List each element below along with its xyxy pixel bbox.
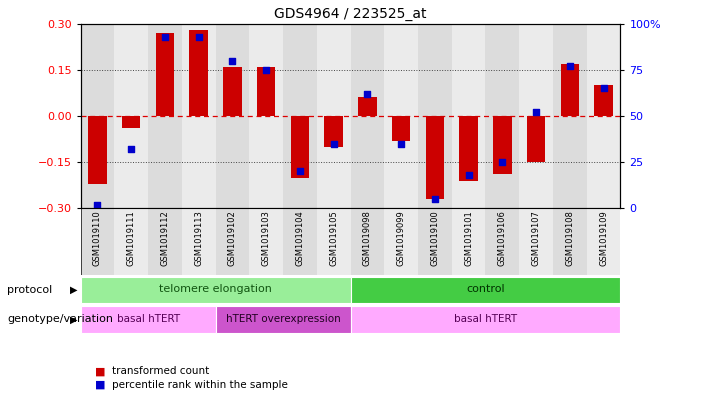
Text: ▶: ▶ [69,314,77,324]
Bar [223,67,242,116]
Text: GSM1019104: GSM1019104 [295,210,304,266]
Bar [257,67,275,116]
Bar [317,208,350,275]
Bar [81,24,114,208]
Text: protocol: protocol [7,285,53,295]
Text: GSM1019112: GSM1019112 [161,210,170,266]
Point [463,172,474,178]
Bar [459,116,478,181]
Bar [216,306,350,332]
Bar [216,24,250,208]
Point [159,33,170,40]
Bar [88,116,107,184]
Point [429,196,440,202]
Bar [587,24,620,208]
Bar [384,24,418,208]
Text: telomere elongation: telomere elongation [159,284,272,294]
Point [395,141,407,147]
Bar [587,208,620,275]
Text: GSM1019106: GSM1019106 [498,210,507,266]
Text: GSM1019109: GSM1019109 [599,210,608,266]
Bar [114,24,148,208]
Text: ■: ■ [95,366,105,376]
Bar [384,208,418,275]
Bar [493,116,512,174]
Bar [81,208,114,275]
Bar [519,24,553,208]
Text: ▶: ▶ [69,285,77,295]
Bar [350,277,620,303]
Bar [291,116,309,178]
Text: genotype/variation: genotype/variation [7,314,113,324]
Bar [519,208,553,275]
Point [362,91,373,97]
Bar [216,208,250,275]
Point [531,109,542,116]
Text: GSM1019102: GSM1019102 [228,210,237,266]
Text: GSM1019098: GSM1019098 [363,210,372,266]
Point [294,168,306,174]
Bar [81,306,216,332]
Point [261,67,272,73]
Bar [392,116,410,141]
Bar [250,24,283,208]
Bar [250,208,283,275]
Bar [189,30,208,116]
Bar [553,24,587,208]
Point [497,159,508,165]
Text: transformed count: transformed count [112,366,210,376]
Bar [561,64,579,116]
Title: GDS4964 / 223525_at: GDS4964 / 223525_at [274,7,427,21]
Text: GSM1019110: GSM1019110 [93,210,102,266]
Bar [283,24,317,208]
Bar [350,208,384,275]
Bar [594,85,613,116]
Text: hTERT overexpression: hTERT overexpression [226,314,341,324]
Bar [358,97,376,116]
Bar [182,24,216,208]
Bar [418,24,451,208]
Bar [283,208,317,275]
Text: GSM1019103: GSM1019103 [261,210,271,266]
Bar [418,208,451,275]
Text: GSM1019099: GSM1019099 [397,210,406,266]
Bar [451,208,485,275]
Text: basal hTERT: basal hTERT [116,314,179,324]
Point [193,33,204,40]
Text: GSM1019113: GSM1019113 [194,210,203,266]
Text: ■: ■ [95,380,105,390]
Bar [451,24,485,208]
Point [227,57,238,64]
Point [125,146,137,152]
Text: GSM1019108: GSM1019108 [565,210,574,266]
Bar [182,208,216,275]
Bar [148,24,182,208]
Bar [114,208,148,275]
Text: GSM1019101: GSM1019101 [464,210,473,266]
Text: GSM1019107: GSM1019107 [531,210,540,266]
Point [564,63,576,69]
Bar [81,277,350,303]
Point [598,85,609,92]
Bar [526,116,545,162]
Bar [156,33,175,116]
Bar [148,208,182,275]
Bar [325,116,343,147]
Bar [122,116,140,128]
Point [92,202,103,208]
Text: GSM1019111: GSM1019111 [127,210,136,266]
Text: percentile rank within the sample: percentile rank within the sample [112,380,288,390]
Bar [485,24,519,208]
Point [328,141,339,147]
Bar [553,208,587,275]
Bar [317,24,350,208]
Text: GSM1019105: GSM1019105 [329,210,338,266]
Text: GSM1019100: GSM1019100 [430,210,440,266]
Bar [350,306,620,332]
Text: control: control [466,284,505,294]
Bar [350,24,384,208]
Text: basal hTERT: basal hTERT [454,314,517,324]
Bar [485,208,519,275]
Bar [426,116,444,199]
